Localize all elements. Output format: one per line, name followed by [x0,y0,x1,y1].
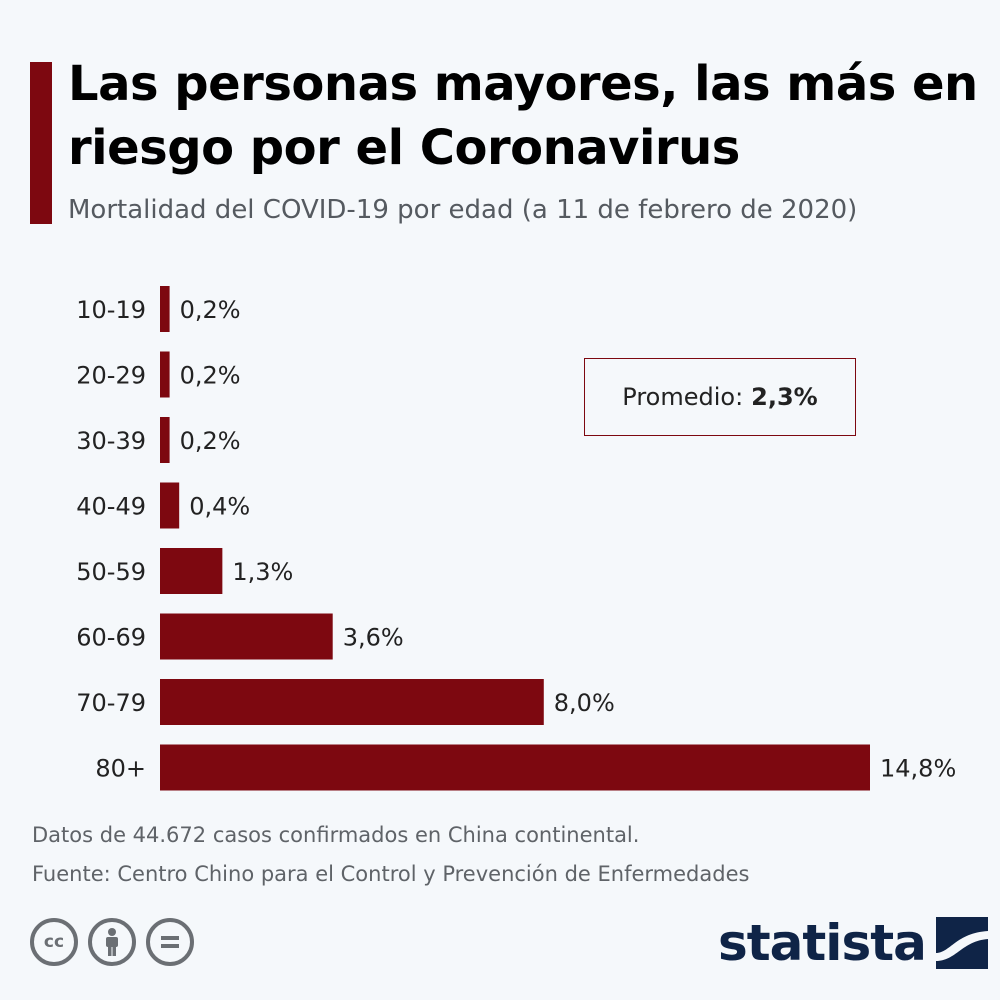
title-accent-bar [30,62,52,224]
value-label: 0,2% [180,296,241,324]
chart-title: Las personas mayores, las más en riesgo … [68,56,978,176]
value-label: 0,4% [189,493,250,521]
category-label: 40-49 [76,493,146,521]
bar-70-79 [160,679,544,725]
average-annotation: Promedio: 2,3% [584,358,856,436]
category-label: 50-59 [76,558,146,586]
value-label: 14,8% [880,755,956,783]
bar-chart: 10-19 0,2% 20-29 0,2% 30-39 0,2% 40-49 0,4% 50-5… [76,286,956,791]
chart-subtitle: Mortalidad del COVID-19 por edad (a 11 d… [68,195,858,225]
statista-wordmark: statista [718,914,927,972]
data-note: Datos de 44.672 casos confirmados en Chi… [32,823,640,847]
bar-50-59 [160,548,223,594]
attribution-icon[interactable] [88,918,136,966]
value-label: 8,0% [554,689,615,717]
bar-40-49 [160,482,180,529]
bar-80+ [160,744,870,791]
no-derivatives-icon[interactable] [146,918,194,966]
category-label: 70-79 [76,689,146,717]
bar-60-69 [160,613,333,660]
value-label: 1,3% [232,558,293,586]
creative-commons-icon[interactable]: cc [30,918,78,966]
category-label: 80+ [95,755,146,783]
category-label: 30-39 [76,427,146,455]
value-label: 0,2% [180,362,241,390]
bar-10-19 [160,286,170,332]
statista-mark-icon [935,917,988,969]
average-value: 2,3% [751,383,818,411]
category-label: 60-69 [76,624,146,652]
bar-30-39 [160,417,170,463]
license-icons: cc [30,918,194,974]
statista-logo[interactable]: statista [718,912,988,974]
category-label: 10-19 [76,296,146,324]
category-label: 20-29 [76,362,146,390]
value-label: 0,2% [180,427,241,455]
value-label: 3,6% [343,624,404,652]
bar-20-29 [160,351,170,398]
average-label: Promedio: [622,383,744,411]
source-note: Fuente: Centro Chino para el Control y P… [32,862,750,886]
